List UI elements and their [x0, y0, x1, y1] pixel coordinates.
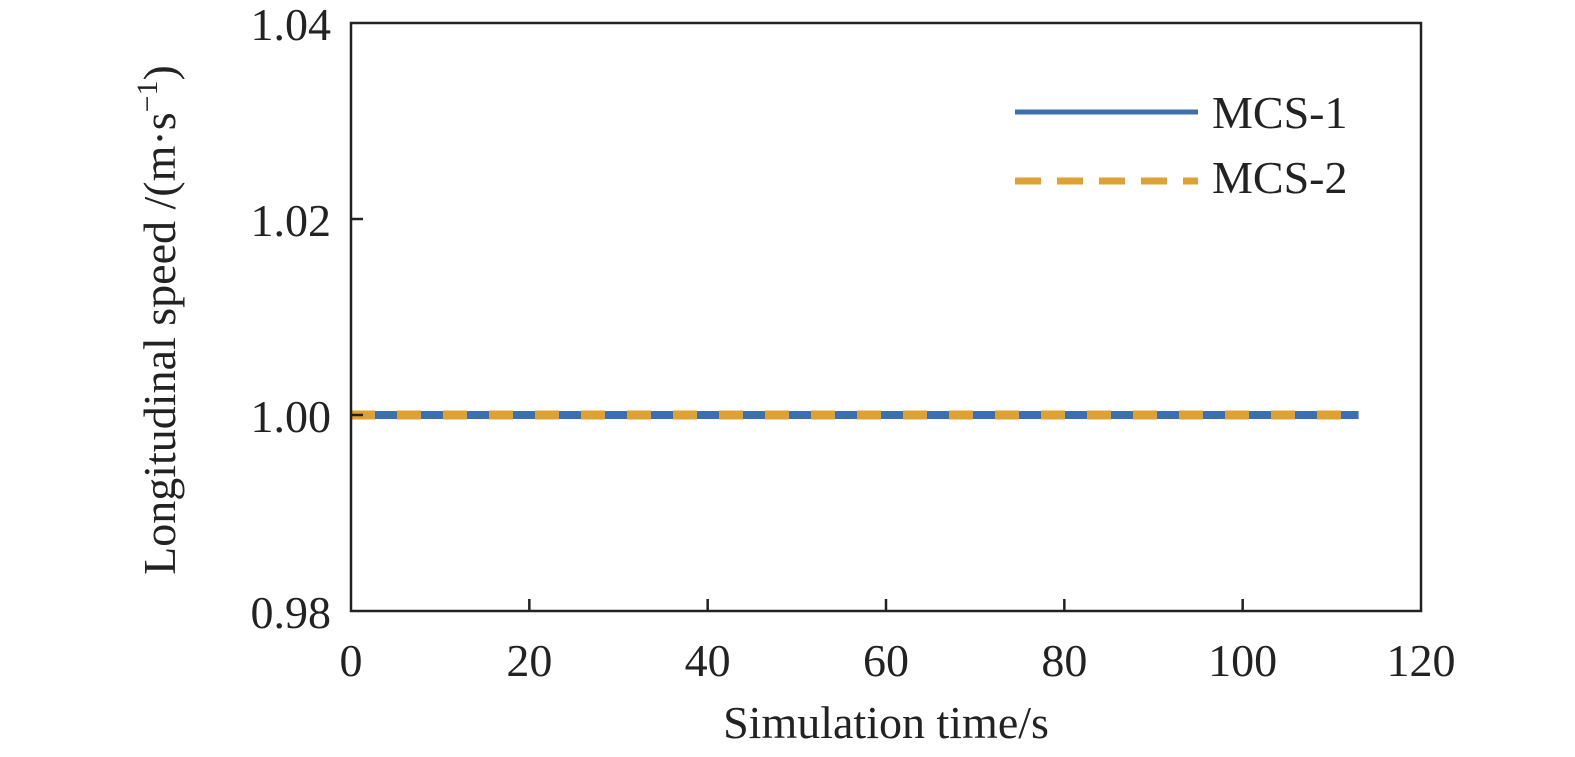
y-tick-label: 0.98	[251, 587, 332, 638]
x-axis-title: Simulation time/s	[723, 697, 1049, 748]
y-tick-label: 1.00	[251, 391, 332, 442]
legend: MCS-1 MCS-2	[1015, 87, 1347, 203]
y-axis-title: Longitudinal speed /(m·s−1)	[131, 65, 185, 575]
x-tick-label: 0	[340, 635, 363, 686]
label-layer: 0 20 40 60 80 100 120 0.98 1.00 1.02 1.04	[251, 0, 1456, 686]
legend-label-mcs-1: MCS-1	[1212, 87, 1347, 138]
x-tick-label: 100	[1208, 635, 1277, 686]
x-tick-label: 80	[1041, 635, 1087, 686]
y-tick-label: 1.04	[251, 0, 332, 50]
y-tick-label: 1.02	[251, 195, 332, 246]
x-tick-label: 60	[863, 635, 909, 686]
x-tick-label: 40	[685, 635, 731, 686]
y-axis-title-superscript: −1	[131, 80, 164, 112]
y-axis-title-main: Longitudinal speed /(m·s	[134, 112, 185, 574]
x-tick-label: 120	[1387, 635, 1456, 686]
tick-layer	[351, 217, 1244, 611]
x-tick-label: 20	[506, 635, 552, 686]
y-axis-title-close: )	[134, 65, 185, 80]
legend-label-mcs-2: MCS-2	[1212, 152, 1347, 203]
